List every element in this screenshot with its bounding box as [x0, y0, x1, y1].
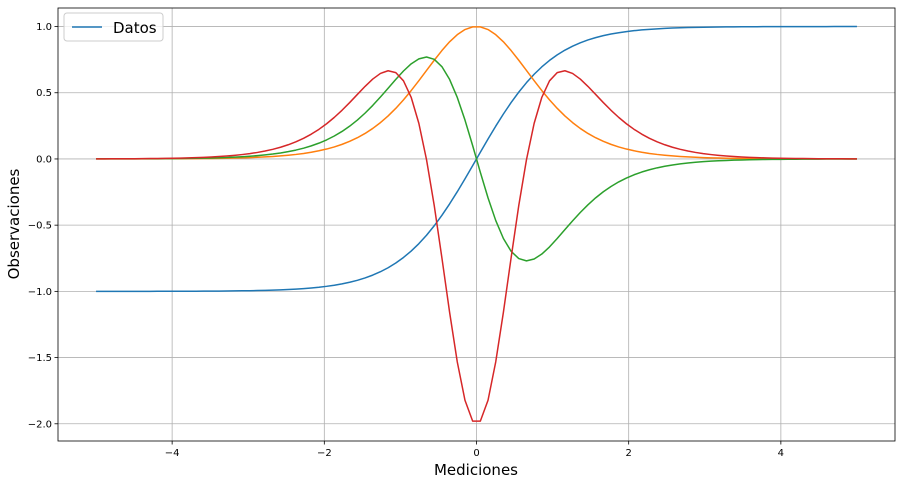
- x-tick-label: 4: [778, 448, 784, 459]
- x-axis-title: Mediciones: [434, 461, 518, 479]
- series-layer: [96, 25, 857, 422]
- x-tick-label: 2: [625, 448, 631, 459]
- axis-ticks: −4 −2 0 2 4 −2.0 −1.5 −1.0 −0.5 0.0 0.5 1.0: [28, 22, 784, 459]
- y-tick-label: −1.0: [28, 287, 52, 298]
- legend-box: [63, 12, 164, 42]
- y-axis-title: Observaciones: [5, 168, 23, 279]
- x-tick-label: −4: [165, 448, 180, 459]
- x-tick-label: 0: [473, 448, 479, 459]
- y-tick-label: −2.0: [28, 419, 52, 430]
- y-tick-label: 0.0: [36, 154, 52, 165]
- x-tick-label: −2: [317, 448, 332, 459]
- y-tick-label: −1.5: [28, 353, 52, 364]
- legend: Datos: [63, 12, 164, 42]
- y-tick-label: −0.5: [28, 221, 52, 232]
- y-tick-label: 0.5: [36, 88, 52, 99]
- legend-label-datos: Datos: [113, 19, 157, 37]
- series-line-green: [96, 56, 857, 262]
- series-line-red: [96, 69, 857, 422]
- y-tick-label: 1.0: [36, 22, 52, 33]
